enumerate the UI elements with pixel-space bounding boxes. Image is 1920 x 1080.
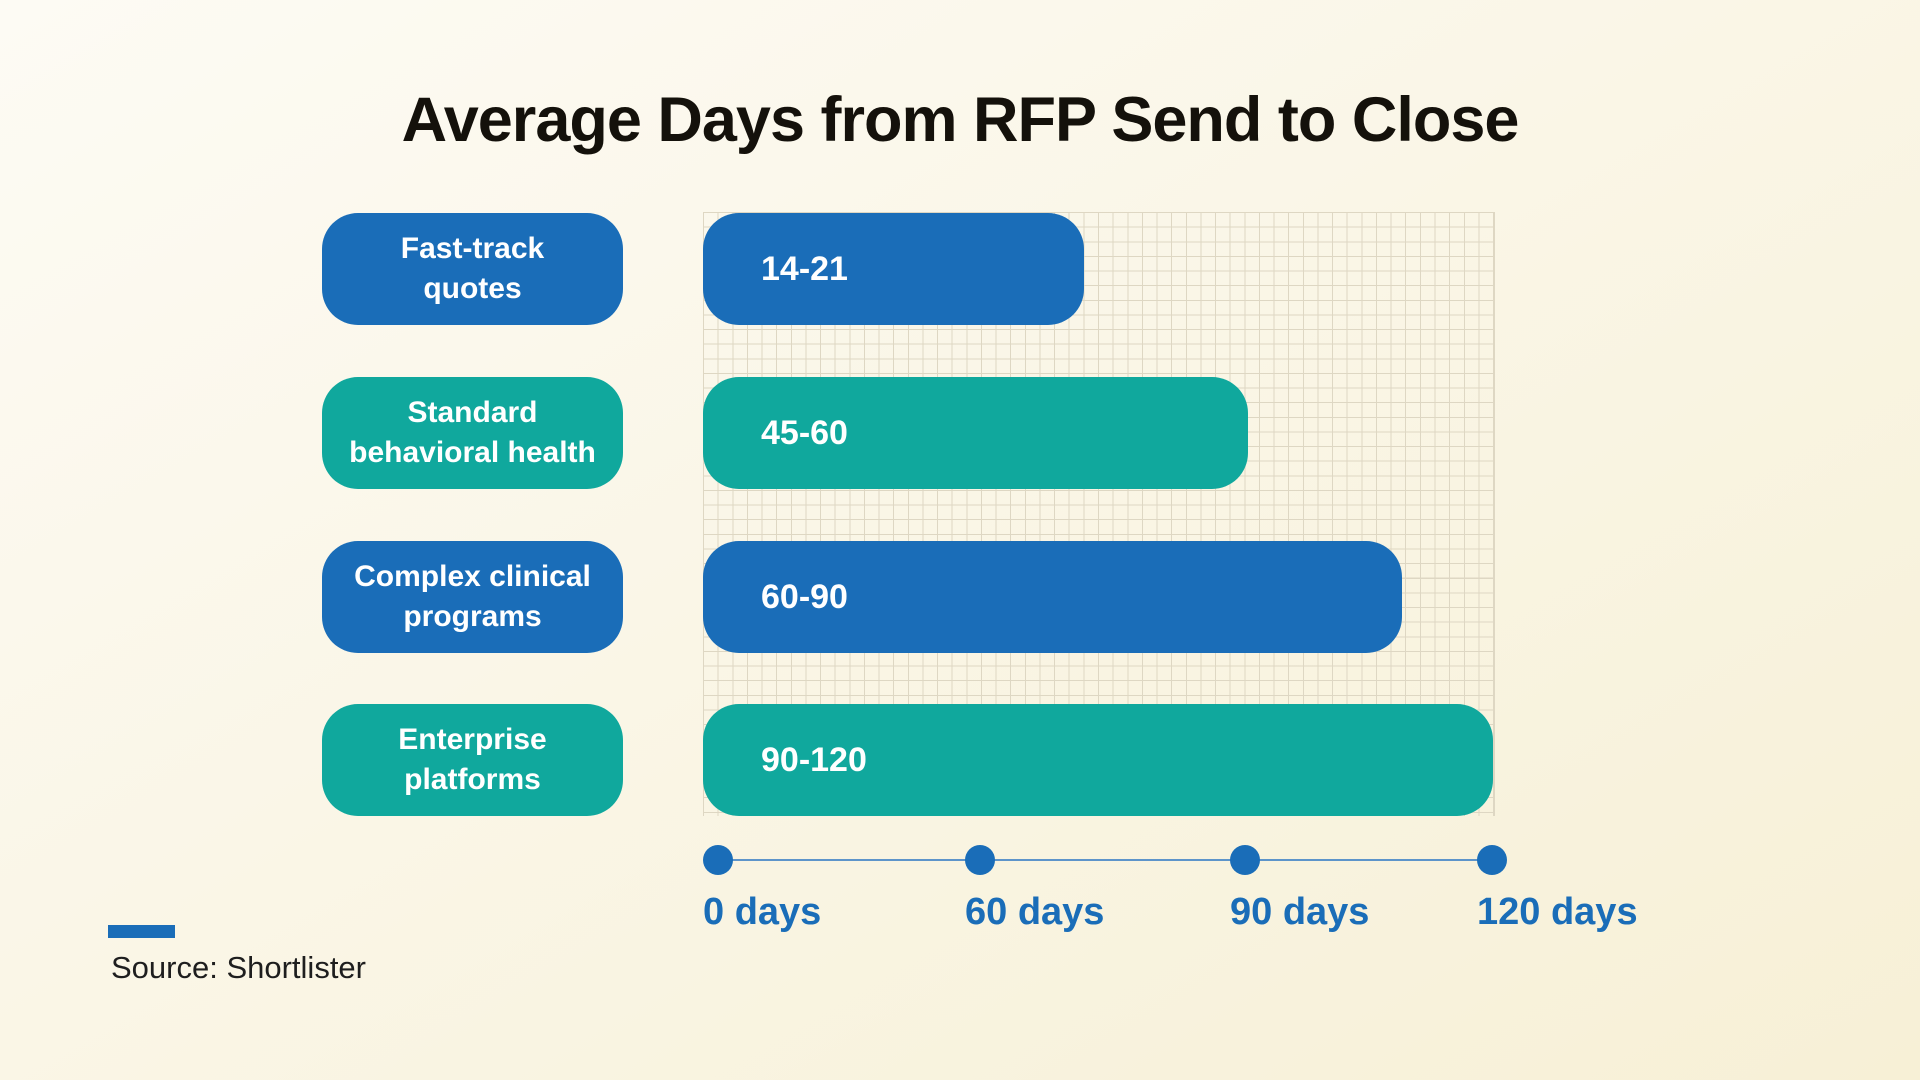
category-pill-standard-behavioral-health: Standard behavioral health [322, 377, 623, 489]
bar-complex-clinical-programs: 60-90 [703, 541, 1402, 653]
source-accent-bar [108, 925, 175, 938]
category-pill-complex-clinical-programs: Complex clinical programs [322, 541, 623, 653]
bar-value-label: 45-60 [761, 413, 848, 452]
axis-tick-label-90-days: 90 days [1230, 891, 1370, 933]
category-pill-fast-track-quotes: Fast-track quotes [322, 213, 623, 325]
category-label: Enterprise platforms [398, 723, 547, 796]
axis-tick-label-60-days: 60 days [965, 891, 1105, 933]
axis-dot-90-days [1230, 845, 1260, 875]
axis-tick-label-120-days: 120 days [1477, 891, 1638, 933]
chart-title: Average Days from RFP Send to Close [401, 85, 1520, 155]
bar-value-label: 90-120 [761, 740, 867, 779]
x-axis-line [718, 859, 1492, 861]
axis-dot-120-days [1477, 845, 1507, 875]
axis-dot-60-days [965, 845, 995, 875]
source-attribution: Source: Shortlister [111, 950, 366, 985]
axis-tick-label-0-days: 0 days [703, 891, 822, 933]
bar-value-label: 14-21 [761, 249, 848, 288]
category-label: Fast-track quotes [400, 232, 545, 305]
category-label: Complex clinical programs [354, 560, 591, 633]
bar-value-label: 60-90 [761, 577, 848, 616]
bar-enterprise-platforms: 90-120 [703, 704, 1493, 816]
category-label: Standard behavioral health [349, 396, 596, 469]
bar-fast-track-quotes: 14-21 [703, 213, 1084, 325]
bar-standard-behavioral-health: 45-60 [703, 377, 1248, 489]
axis-dot-0-days [703, 845, 733, 875]
category-pill-enterprise-platforms: Enterprise platforms [322, 704, 623, 816]
